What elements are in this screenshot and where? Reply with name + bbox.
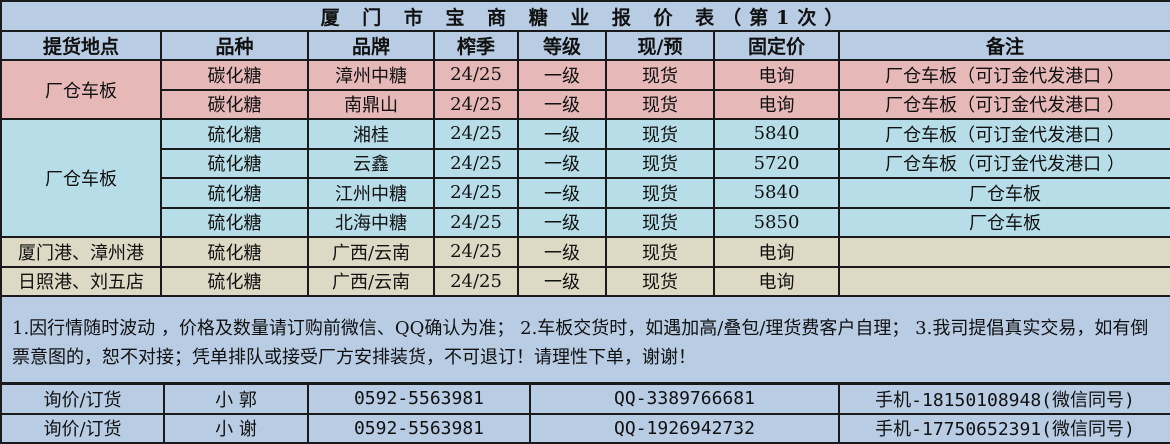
contact-row: 询价/订货 小 郭 0592-5563981 QQ-3389766681 手机-… xyxy=(0,383,1170,415)
note-cell xyxy=(837,236,1170,268)
notes: 1.因行情随时波动 ，价格及数量请订购前微信、QQ确认为准； 2.车板交货时，如… xyxy=(0,295,1170,384)
type-cell: 现货 xyxy=(605,177,715,209)
price-cell: 电询 xyxy=(713,265,840,297)
table-row: 硫化糖 云鑫 24/25 一级 现货 5720 厂仓车板（可订金代发港口 ） xyxy=(1,147,1170,179)
variety-cell: 硫化糖 xyxy=(160,118,309,150)
grade-cell: 一级 xyxy=(517,88,607,120)
season-cell: 24/25 xyxy=(433,236,519,268)
header-note: 备注 xyxy=(837,30,1170,61)
variety-cell: 硫化糖 xyxy=(160,206,309,238)
location-cell: 厦门港、漳州港 xyxy=(0,236,162,268)
type-cell: 现货 xyxy=(605,88,715,120)
variety-cell: 硫化糖 xyxy=(160,147,309,179)
contact-phone: 0592-5563981 xyxy=(307,383,531,415)
variety-cell: 碳化糖 xyxy=(160,59,309,91)
header-row: 提货地点 品种 品牌 榨季 等级 现/预 固定价 备注 xyxy=(0,30,1170,61)
grade-cell: 一级 xyxy=(517,118,607,150)
variety-cell: 硫化糖 xyxy=(160,236,309,268)
contact-phone: 0592-5563981 xyxy=(307,412,531,444)
brand-cell: 南鼎山 xyxy=(307,88,435,120)
brand-cell: 云鑫 xyxy=(307,147,435,179)
price-cell: 5840 xyxy=(713,177,840,209)
header-price: 固定价 xyxy=(713,30,840,61)
contact-mobile: 手机-17750652391(微信同号) xyxy=(838,412,1170,444)
brand-cell: 江州中糖 xyxy=(307,177,435,209)
location-cell: 厂仓车板 xyxy=(0,118,162,238)
season-cell: 24/25 xyxy=(433,88,519,120)
contact-row: 询价/订货 小 谢 0592-5563981 QQ-1926942732 手机-… xyxy=(0,412,1170,444)
header-season: 榨季 xyxy=(433,30,519,61)
table-row: 硫化糖 北海中糖 24/25 一级 现货 5850 厂仓车板 xyxy=(1,206,1170,238)
season-cell: 24/25 xyxy=(433,118,519,150)
location-cell: 日照港、刘五店 xyxy=(0,265,162,297)
contact-mobile: 手机-18150108948(微信同号) xyxy=(838,383,1170,415)
location-cell: 厂仓车板 xyxy=(0,59,162,120)
price-cell: 5720 xyxy=(713,147,840,179)
grade-cell: 一级 xyxy=(517,59,607,91)
brand-cell: 湘桂 xyxy=(307,118,435,150)
contact-qq: QQ-1926942732 xyxy=(529,412,840,444)
price-cell: 5850 xyxy=(713,206,840,238)
type-cell: 现货 xyxy=(605,118,715,150)
note-cell: 厂仓车板（可订金代发港口 ） xyxy=(837,118,1170,150)
season-cell: 24/25 xyxy=(433,206,519,238)
grade-cell: 一级 xyxy=(517,206,607,238)
note-cell xyxy=(837,265,1170,297)
table-row: 厂仓车板 碳化糖 漳州中糖 24/25 一级 现货 电询 厂仓车板（可订金代发港口 ） xyxy=(0,59,1170,120)
grade-cell: 一级 xyxy=(517,265,607,297)
header-type: 现/预 xyxy=(605,30,715,61)
grade-cell: 一级 xyxy=(517,147,607,179)
contact-qq: QQ-3389766681 xyxy=(529,383,840,415)
price-cell: 电询 xyxy=(713,236,840,268)
type-cell: 现货 xyxy=(605,206,715,238)
header-brand: 品牌 xyxy=(307,30,435,61)
brand-cell: 广西/云南 xyxy=(307,265,435,297)
season-cell: 24/25 xyxy=(433,59,519,91)
season-cell: 24/25 xyxy=(433,177,519,209)
variety-cell: 硫化糖 xyxy=(160,265,309,297)
type-cell: 现货 xyxy=(605,236,715,268)
header-variety: 品种 xyxy=(160,30,309,61)
price-table: 厦 门 市 宝 商 糖 业 报 价 表（第1次） 提货地点 品种 品牌 榨季 等… xyxy=(0,0,1170,384)
page-title: 厦 门 市 宝 商 糖 业 报 价 表（第1次） xyxy=(0,0,1170,32)
header-location: 提货地点 xyxy=(0,30,162,61)
grade-cell: 一级 xyxy=(517,236,607,268)
type-cell: 现货 xyxy=(605,147,715,179)
note-cell: 厂仓车板 xyxy=(837,177,1170,209)
season-cell: 24/25 xyxy=(433,265,519,297)
variety-cell: 硫化糖 xyxy=(160,177,309,209)
table-row: 碳化糖 南鼎山 24/25 一级 现货 电询 厂仓车板（可订金代发港口 ） xyxy=(1,88,1170,120)
price-cell: 5840 xyxy=(713,118,840,150)
contact-label: 询价/订货 xyxy=(0,383,165,415)
type-cell: 现货 xyxy=(605,265,715,297)
contact-name: 小 谢 xyxy=(163,412,309,444)
contact-name: 小 郭 xyxy=(163,383,309,415)
table-row: 硫化糖 江州中糖 24/25 一级 现货 5840 厂仓车板 xyxy=(1,177,1170,209)
contact-table: 询价/订货 小 郭 0592-5563981 QQ-3389766681 手机-… xyxy=(0,383,1170,444)
note-cell: 厂仓车板（可订金代发港口 ） xyxy=(837,59,1170,91)
grade-cell: 一级 xyxy=(517,177,607,209)
type-cell: 现货 xyxy=(605,59,715,91)
variety-cell: 碳化糖 xyxy=(160,88,309,120)
table-row: 厂仓车板 硫化糖 湘桂 24/25 一级 现货 5840 厂仓车板（可订金代发港口 ） xyxy=(0,118,1170,238)
price-cell: 电询 xyxy=(713,59,840,91)
note-cell: 厂仓车板 xyxy=(837,206,1170,238)
brand-cell: 漳州中糖 xyxy=(307,59,435,91)
brand-cell: 北海中糖 xyxy=(307,206,435,238)
season-cell: 24/25 xyxy=(433,147,519,179)
table-row: 日照港、刘五店 硫化糖 广西/云南 24/25 一级 现货 电询 xyxy=(0,265,1170,297)
contact-label: 询价/订货 xyxy=(0,412,165,444)
brand-cell: 广西/云南 xyxy=(307,236,435,268)
header-grade: 等级 xyxy=(517,30,607,61)
note-cell: 厂仓车板（可订金代发港口 ） xyxy=(837,147,1170,179)
price-cell: 电询 xyxy=(713,88,840,120)
note-cell: 厂仓车板（可订金代发港口 ） xyxy=(837,88,1170,120)
table-row: 厦门港、漳州港 硫化糖 广西/云南 24/25 一级 现货 电询 xyxy=(0,236,1170,268)
